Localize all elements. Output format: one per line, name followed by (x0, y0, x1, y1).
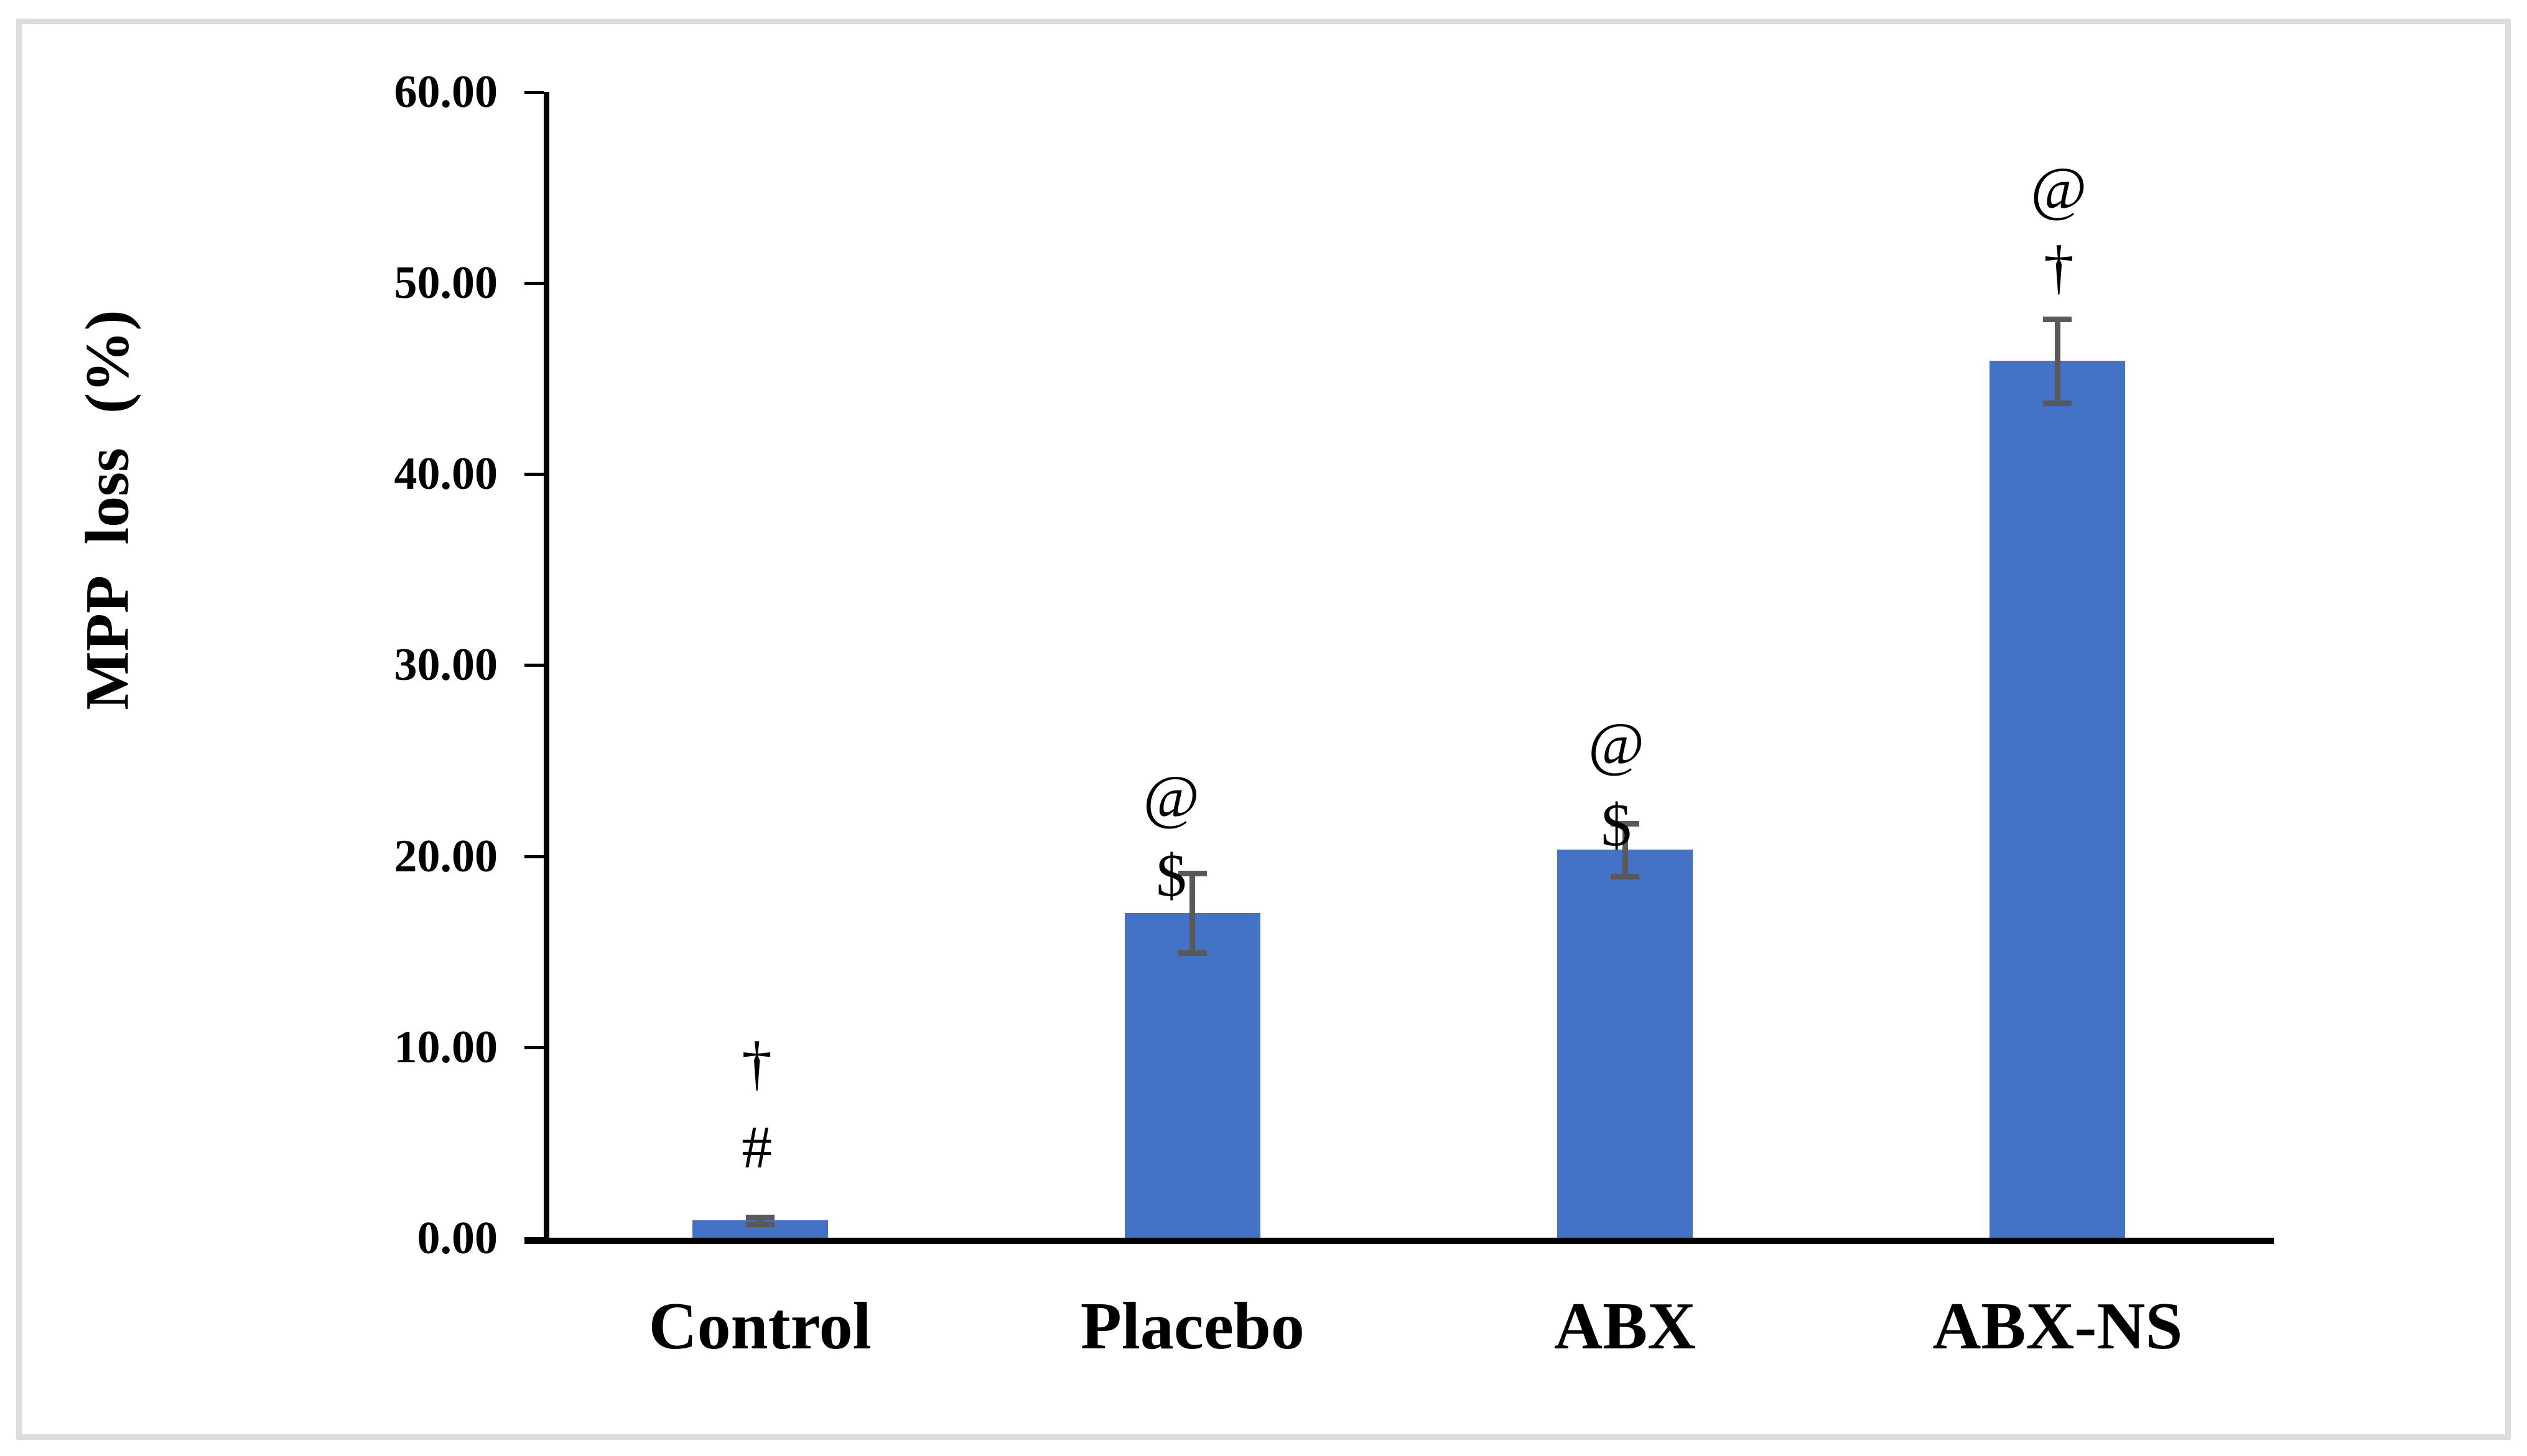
x-axis-category-label: Placebo (1080, 1289, 1305, 1363)
y-tick-mark (524, 855, 544, 858)
y-tick-label: 40.00 (394, 448, 498, 500)
bar (1124, 912, 1260, 1238)
significance-symbol: @ (1588, 711, 1645, 778)
y-axis-title: MPP loss (%) (72, 310, 142, 710)
error-bar-stem (1189, 873, 1196, 954)
bar (1989, 360, 2126, 1238)
x-axis-category-label: ABX-NS (1932, 1289, 2183, 1363)
error-bar-cap-bottom (745, 1222, 775, 1228)
error-bar-stem (1622, 823, 1628, 878)
significance-symbol: @ (2031, 155, 2087, 223)
bar (1557, 850, 1693, 1238)
error-bar-cap-top (745, 1215, 775, 1221)
error-bar-cap-bottom (1178, 950, 1207, 957)
y-tick-label: 60.00 (394, 66, 498, 118)
significance-symbol: $ (1601, 792, 1632, 859)
error-bar-cap-top (2043, 317, 2072, 323)
error-bar-cap-bottom (1611, 874, 1640, 880)
error-bar-cap-top (1178, 871, 1207, 877)
y-tick-label: 20.00 (394, 830, 498, 882)
y-tick-mark (524, 282, 544, 285)
y-axis-line (544, 92, 549, 1244)
x-axis-line (524, 1238, 2274, 1244)
y-tick-label: 10.00 (394, 1021, 498, 1073)
significance-symbol: @ (1143, 764, 1199, 831)
y-tick-mark (524, 1046, 544, 1049)
x-axis-category-label: Control (648, 1289, 872, 1363)
y-tick-mark (524, 664, 544, 667)
error-bar-stem (2054, 319, 2060, 404)
significance-symbol: † (742, 1030, 773, 1097)
y-tick-label: 0.00 (417, 1213, 498, 1264)
y-tick-label: 50.00 (394, 257, 498, 308)
significance-symbol: † (2043, 234, 2074, 301)
significance-symbol: # (742, 1114, 773, 1181)
error-bar-cap-bottom (2043, 400, 2072, 406)
y-tick-mark (524, 90, 544, 94)
y-tick-mark (524, 473, 544, 476)
y-tick-mark (524, 1237, 544, 1240)
y-tick-label: 30.00 (394, 639, 498, 691)
significance-symbol: $ (1156, 842, 1187, 909)
error-bar-cap-top (1611, 821, 1640, 827)
error-bar-stem (757, 1217, 763, 1225)
x-axis-category-label: ABX (1554, 1289, 1696, 1363)
